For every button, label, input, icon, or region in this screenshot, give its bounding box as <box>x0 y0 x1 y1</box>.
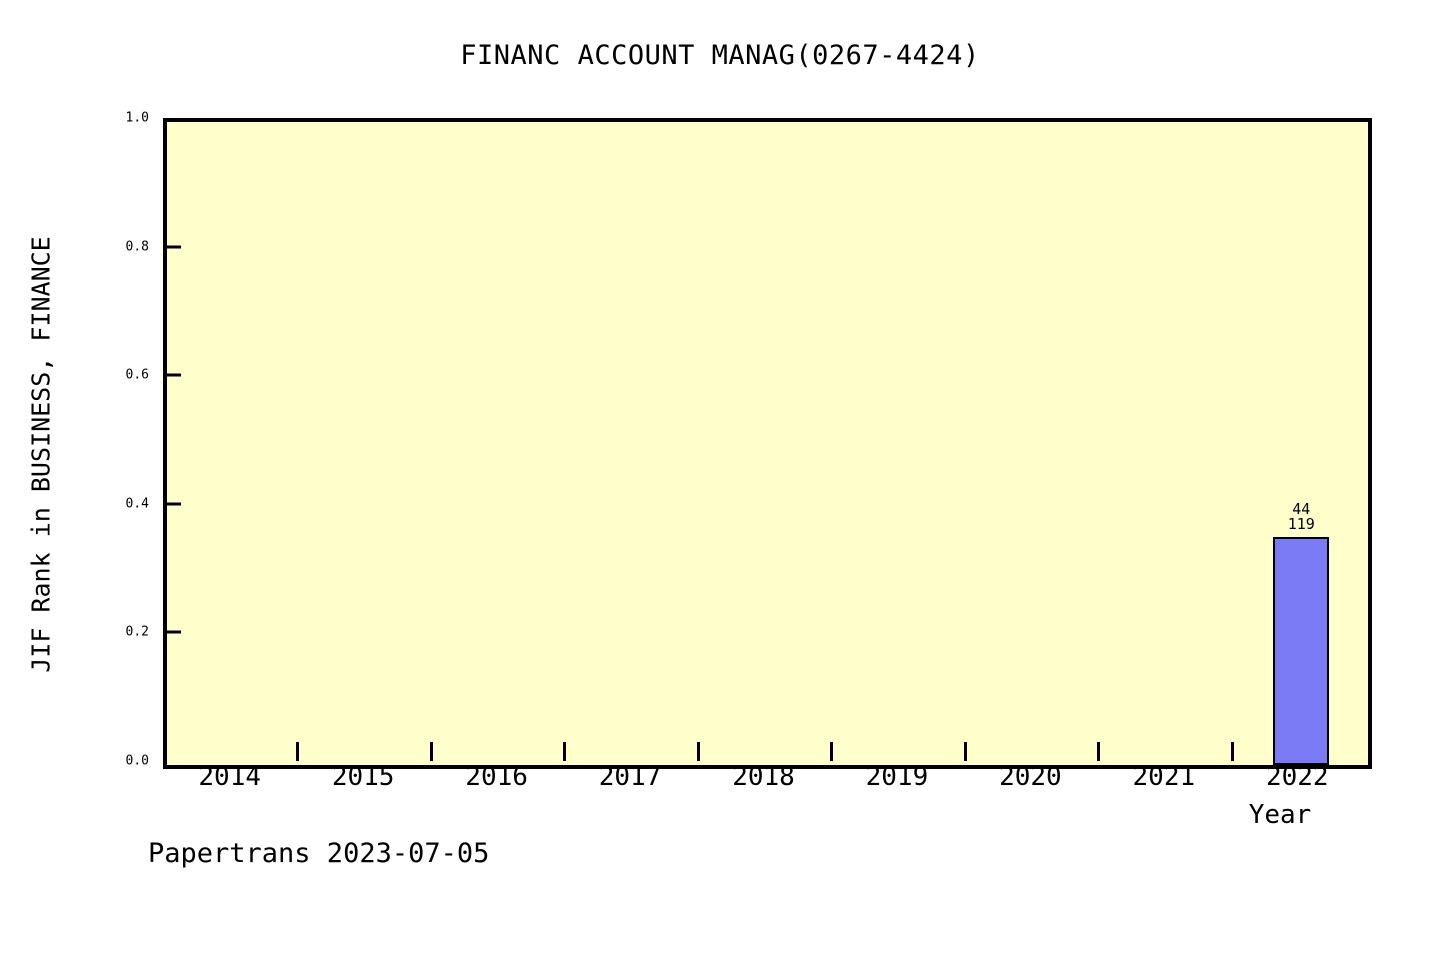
y-axis-tick-mark <box>167 245 181 249</box>
y-axis-tick-label: 0.0 <box>0 754 163 769</box>
y-axis-tick-text: 0.6 <box>125 367 149 383</box>
y-axis-tick-text: 0.4 <box>125 496 149 512</box>
y-axis-tick-text: 0.0 <box>125 753 149 769</box>
x-axis-tick-mark <box>429 742 433 761</box>
x-axis-tick-mark <box>963 742 967 761</box>
y-axis-tick-label: 0.6 <box>0 368 163 383</box>
x-axis-tick-label: 2016 <box>465 762 528 792</box>
y-axis-tick-mark <box>167 373 181 377</box>
x-axis-tick-label: 2020 <box>999 762 1062 792</box>
plot-inner: 44 119 <box>167 122 1368 765</box>
x-axis-tick-label: 2019 <box>865 762 929 792</box>
footer-note: Papertrans 2023-07-05 <box>148 838 490 869</box>
x-axis-tick-label: 2022 <box>1265 762 1329 792</box>
y-axis-tick-label: 0.4 <box>0 496 163 511</box>
bar-value-denominator: 119 <box>1287 514 1315 533</box>
y-axis-tick-mark <box>167 630 181 634</box>
y-axis-tick-text: 0.8 <box>125 239 149 255</box>
bar-value-numerator: 44 <box>1292 499 1311 518</box>
y-axis-tick-text: 0.2 <box>125 624 149 640</box>
y-axis-tick-label: 0.8 <box>0 239 163 254</box>
x-axis-tick-mark <box>563 742 567 761</box>
plot-area: 44 119 <box>163 118 1372 769</box>
x-axis-tick-mark <box>1097 742 1101 761</box>
x-axis-tick-label: 2017 <box>598 762 662 792</box>
x-axis-tick-mark <box>1230 742 1234 761</box>
y-axis-tick-label: 0.2 <box>0 625 163 640</box>
x-axis-tick-mark <box>830 742 834 761</box>
bar-value-label: 44 119 <box>1287 499 1315 533</box>
y-axis-tick-text: 1.0 <box>125 110 149 126</box>
x-axis-tick-label: 2021 <box>1132 762 1196 792</box>
x-axis-label: Year <box>1248 800 1312 830</box>
x-axis-tick-label: 2018 <box>732 762 795 792</box>
y-axis-tick-label: 1.0 <box>0 111 163 126</box>
x-axis-tick-label: 2015 <box>331 762 395 792</box>
x-axis-tick-mark <box>296 742 300 761</box>
x-axis-tick-label: 2014 <box>198 762 262 792</box>
x-axis-tick-mark <box>696 742 700 761</box>
y-axis-label: JIF Rank in BUSINESS, FINANCE <box>26 236 56 673</box>
y-axis-tick-mark <box>167 502 181 506</box>
bar-2022[interactable] <box>1273 536 1330 765</box>
chart-title: FINANC ACCOUNT MANAG(0267-4424) <box>460 40 980 71</box>
